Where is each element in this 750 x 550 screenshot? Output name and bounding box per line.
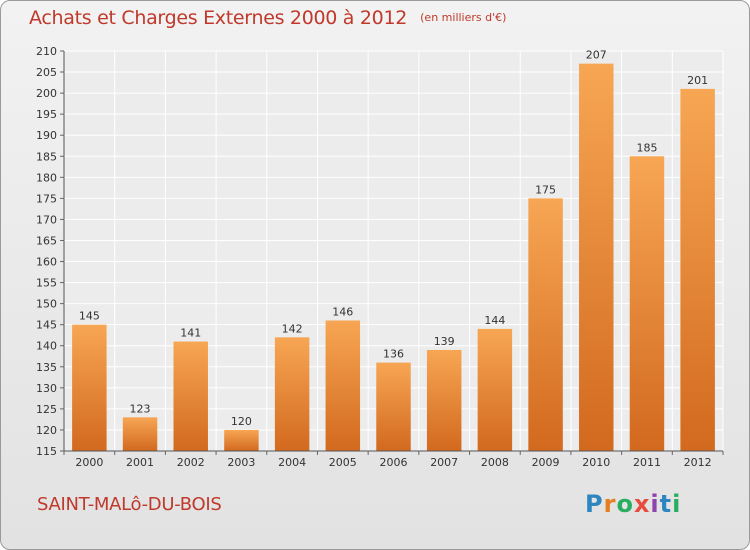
chart-title-row: Achats et Charges Externes 2000 à 2012 (…	[29, 7, 506, 29]
data-label: 207	[586, 49, 607, 62]
data-label: 139	[434, 335, 455, 348]
data-label: 201	[687, 74, 708, 87]
y-tick-label: 155	[36, 277, 57, 290]
data-label: 185	[636, 141, 657, 154]
data-label: 141	[180, 327, 201, 340]
bar	[325, 320, 361, 451]
y-tick-label: 210	[36, 45, 57, 58]
x-tick-label: 2012	[684, 456, 712, 469]
data-label: 146	[332, 305, 353, 318]
data-label: 145	[79, 310, 100, 323]
bar	[528, 198, 563, 451]
data-label: 175	[535, 183, 556, 196]
bar	[426, 349, 462, 451]
y-tick-label: 185	[36, 150, 57, 163]
y-tick-label: 145	[36, 319, 57, 332]
y-tick-label: 165	[36, 234, 57, 247]
bar	[376, 362, 411, 451]
y-tick-label: 120	[36, 424, 57, 437]
x-tick-label: 2000	[75, 456, 103, 469]
x-tick-label: 2009	[532, 456, 560, 469]
bar	[72, 324, 107, 451]
x-tick-label: 2008	[481, 456, 509, 469]
x-tick-label: 2005	[329, 456, 357, 469]
logo-letter: t	[659, 490, 673, 518]
y-tick-label: 170	[36, 213, 57, 226]
bar	[224, 429, 259, 451]
x-tick-label: 2011	[633, 456, 661, 469]
logo-letter: x	[633, 490, 651, 518]
x-tick-label: 2003	[227, 456, 255, 469]
y-tick-label: 180	[36, 171, 57, 184]
y-tick-label: 195	[36, 108, 57, 121]
x-tick-label: 2006	[380, 456, 408, 469]
x-tick-label: 2002	[177, 456, 205, 469]
axes: 1151201251301351401451501551601651701751…	[36, 45, 724, 469]
proxiti-logo: Proxiti	[585, 490, 681, 518]
data-label: 142	[282, 322, 303, 335]
logo-letter: o	[616, 490, 634, 518]
y-tick-label: 135	[36, 361, 57, 374]
logo-letter: P	[585, 490, 604, 518]
bar	[122, 417, 158, 451]
bar	[477, 328, 513, 451]
chart-subtitle: (en milliers d'€)	[420, 11, 507, 24]
logo-letter: i	[672, 490, 682, 518]
bar	[629, 156, 665, 451]
data-label: 136	[383, 348, 404, 361]
y-tick-label: 150	[36, 298, 57, 311]
logo-letter: i	[650, 490, 660, 518]
bar	[173, 341, 208, 451]
y-tick-label: 175	[36, 192, 57, 205]
logo-letter: r	[603, 490, 617, 518]
y-tick-label: 200	[36, 87, 57, 100]
data-label: 120	[231, 415, 252, 428]
commune-name: SAINT-MALô-DU-BOIS	[37, 494, 222, 515]
y-tick-label: 125	[36, 403, 57, 416]
y-tick-label: 115	[36, 445, 57, 458]
data-label: 123	[130, 402, 151, 415]
y-tick-label: 130	[36, 382, 57, 395]
y-tick-label: 140	[36, 340, 57, 353]
x-tick-label: 2001	[126, 456, 154, 469]
data-label: 144	[484, 314, 505, 327]
bar	[274, 337, 310, 451]
chart-title: Achats et Charges Externes 2000 à 2012	[29, 7, 408, 29]
x-tick-label: 2004	[278, 456, 306, 469]
y-tick-label: 190	[36, 129, 57, 142]
bar	[579, 63, 614, 451]
x-tick-label: 2010	[582, 456, 610, 469]
bar	[680, 88, 715, 451]
y-tick-label: 160	[36, 256, 57, 269]
y-tick-label: 205	[36, 66, 57, 79]
data-labels: 145 123 141 120 142 146 136 139 144 175 207 185 201	[79, 49, 708, 428]
x-tick-label: 2007	[430, 456, 458, 469]
bars	[72, 63, 715, 451]
